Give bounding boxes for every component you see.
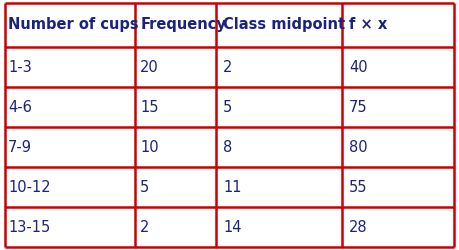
Bar — [342, 87, 459, 127]
Text: 2: 2 — [140, 220, 150, 235]
Text: 55: 55 — [349, 180, 368, 195]
Bar — [342, 2, 459, 47]
Text: 28: 28 — [349, 220, 368, 235]
Bar — [135, 167, 216, 207]
Bar — [216, 47, 342, 87]
Bar — [0, 2, 135, 47]
Bar — [216, 87, 342, 127]
Text: 14: 14 — [223, 220, 242, 235]
Bar — [0, 47, 135, 87]
Bar — [342, 167, 459, 207]
Bar — [216, 167, 342, 207]
Text: 5: 5 — [223, 100, 233, 115]
Bar — [135, 47, 216, 87]
Text: 4-6: 4-6 — [8, 100, 32, 115]
Text: 75: 75 — [349, 100, 368, 115]
Text: 10: 10 — [140, 140, 159, 155]
Bar — [135, 208, 216, 248]
Text: 11: 11 — [223, 180, 242, 195]
Text: 5: 5 — [140, 180, 150, 195]
Bar — [0, 167, 135, 207]
Bar — [216, 208, 342, 248]
Text: 80: 80 — [349, 140, 368, 155]
Bar — [135, 127, 216, 167]
Text: 40: 40 — [349, 60, 368, 74]
Bar — [216, 127, 342, 167]
Text: f × x: f × x — [349, 17, 387, 32]
Text: Class midpoint: Class midpoint — [223, 17, 346, 32]
Text: Number of cups: Number of cups — [8, 17, 139, 32]
Bar — [135, 87, 216, 127]
Text: 7-9: 7-9 — [8, 140, 32, 155]
Text: Frequency: Frequency — [140, 17, 226, 32]
Text: 1-3: 1-3 — [8, 60, 32, 74]
Bar — [135, 2, 216, 47]
Bar — [0, 127, 135, 167]
Text: 20: 20 — [140, 60, 159, 74]
Text: 15: 15 — [140, 100, 159, 115]
Bar — [342, 208, 459, 248]
Bar — [342, 47, 459, 87]
Bar — [216, 2, 342, 47]
Text: 8: 8 — [223, 140, 233, 155]
Bar — [0, 87, 135, 127]
Text: 2: 2 — [223, 60, 233, 74]
Text: 13-15: 13-15 — [8, 220, 50, 235]
Bar — [342, 127, 459, 167]
Bar — [0, 208, 135, 248]
Text: 10-12: 10-12 — [8, 180, 51, 195]
